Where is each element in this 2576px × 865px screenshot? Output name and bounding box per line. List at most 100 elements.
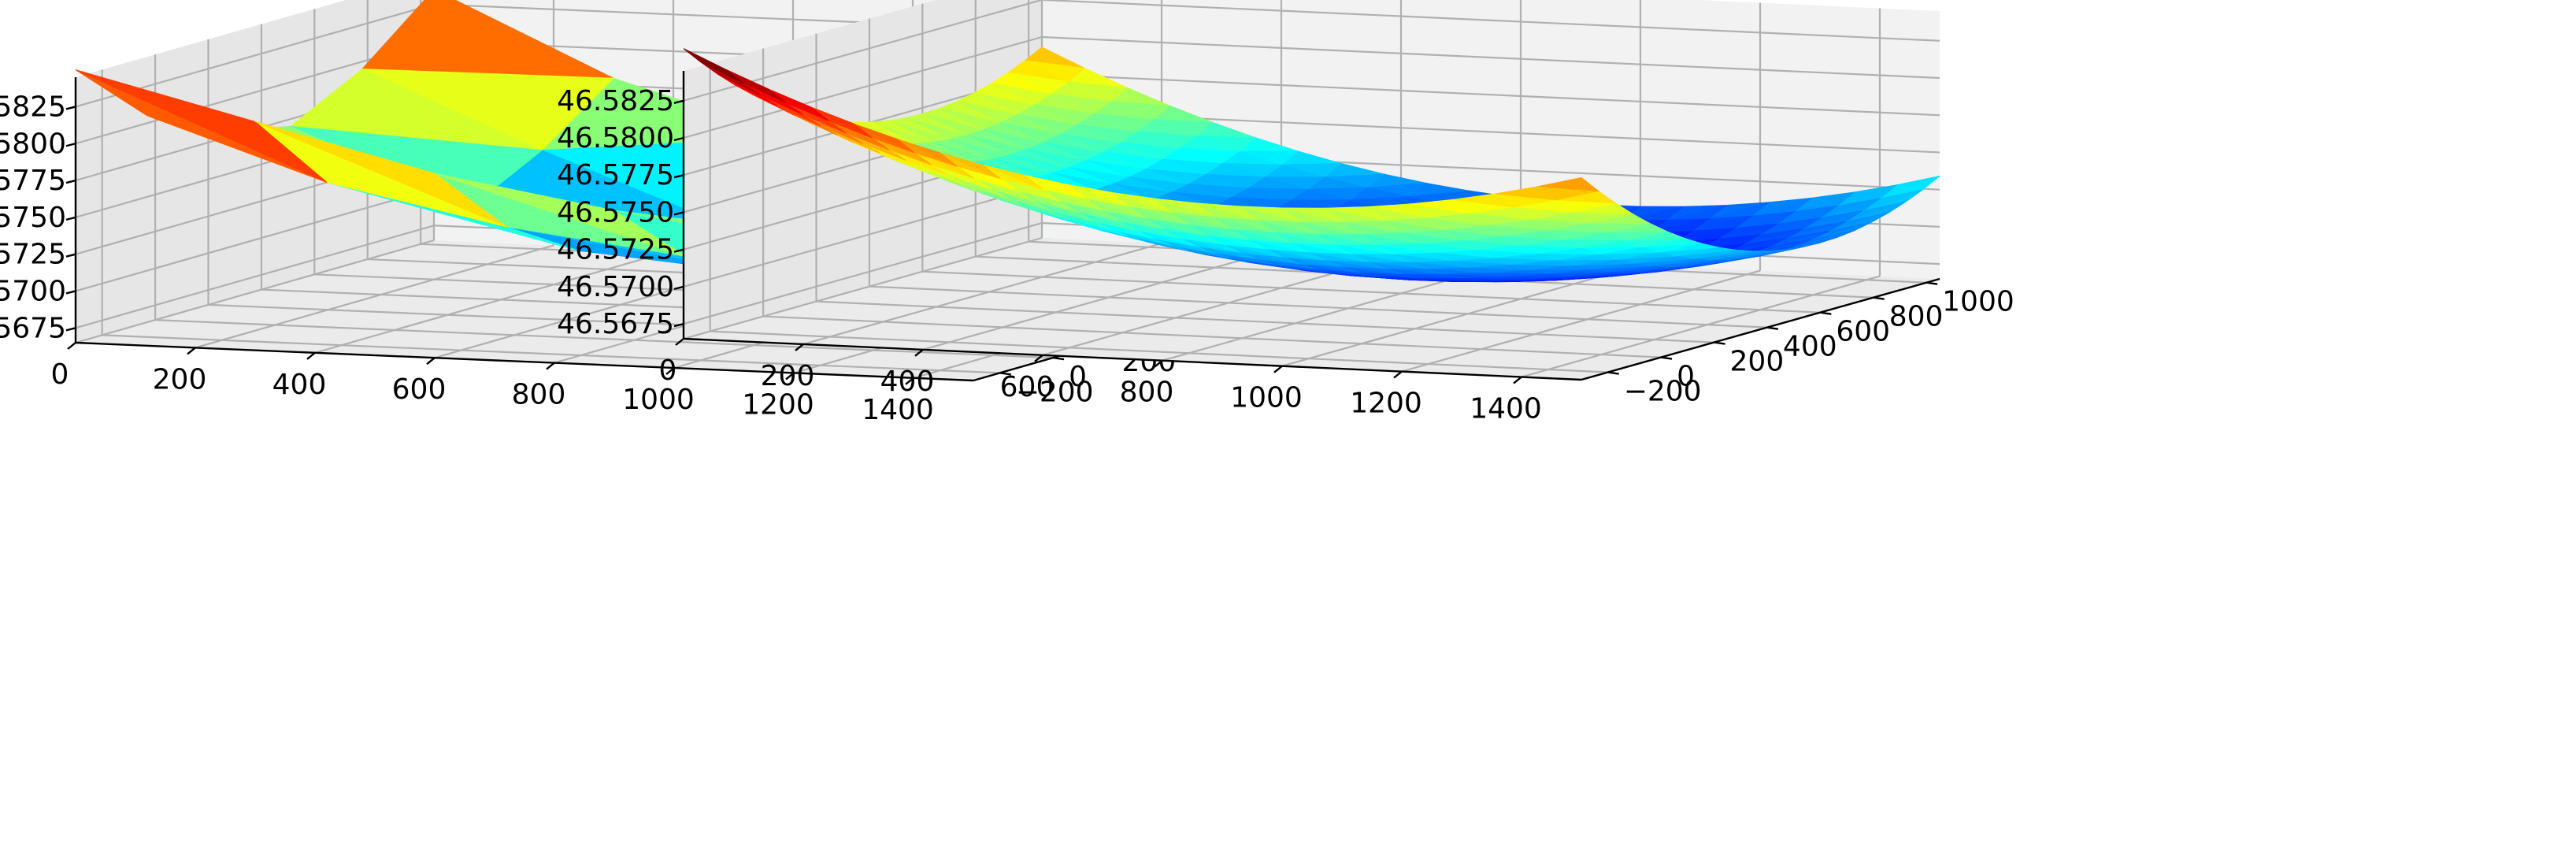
z-tick-mark xyxy=(65,216,76,221)
z-tick-label: 46.5825 xyxy=(557,85,674,117)
z-tick-label: 46.5725 xyxy=(557,234,674,266)
x-tick-mark xyxy=(675,338,684,346)
y-tick-label: 1000 xyxy=(1942,286,2014,318)
surface-facet xyxy=(1196,202,1257,221)
surface-facet xyxy=(1410,199,1472,214)
gridline-z xyxy=(1041,35,1940,80)
y-tick-label: 800 xyxy=(1889,301,1944,333)
z-tick-mark xyxy=(65,290,76,295)
z-tick-mark xyxy=(673,136,684,142)
gridline-y xyxy=(155,319,1054,359)
surface-facet xyxy=(1367,203,1428,218)
gridline-x xyxy=(195,244,554,349)
x-tick-label: 400 xyxy=(272,369,327,401)
x-tick-label: 0 xyxy=(51,358,69,391)
gridline-x xyxy=(683,236,1043,340)
x-tick-label: 400 xyxy=(880,366,935,398)
surface-facet xyxy=(811,106,873,138)
y-tick-label: 400 xyxy=(1783,331,1837,363)
surface-facet xyxy=(1110,191,1172,213)
gridline-z xyxy=(1041,0,1940,42)
x-tick-mark xyxy=(785,372,795,381)
surface-facet xyxy=(940,152,1001,179)
x-tick-label: 1400 xyxy=(862,394,934,426)
x-tick-mark xyxy=(1034,354,1043,362)
gridline-z xyxy=(75,225,435,329)
surface-facet xyxy=(769,88,829,121)
surface-facet xyxy=(1325,206,1385,221)
x-tick-label: 0 xyxy=(659,355,677,387)
z-tick-label: 46.5725 xyxy=(0,239,66,271)
surface xyxy=(683,46,1940,283)
x-tick-label: 800 xyxy=(1120,377,1174,409)
gridline-x xyxy=(922,247,1282,351)
surface-facet xyxy=(1538,176,1600,192)
x-axis-line xyxy=(683,337,1582,381)
y-tick-mark xyxy=(1714,341,1725,345)
gridline-y xyxy=(816,300,1714,343)
surface-facet xyxy=(1496,186,1558,201)
z-tick-label: 46.5675 xyxy=(0,312,66,344)
x-tick-mark xyxy=(546,362,555,370)
z-tick-label: 46.5750 xyxy=(0,202,66,234)
surface-facet xyxy=(1068,184,1129,206)
x-tick-mark xyxy=(306,351,316,360)
gridline-x xyxy=(314,249,674,354)
x-tick-label: 600 xyxy=(1000,371,1054,403)
surface-facet xyxy=(1153,198,1214,217)
gridline-y xyxy=(922,270,1821,314)
x-tick-mark xyxy=(1513,376,1522,384)
gridline-x xyxy=(802,242,1162,345)
x-tick-mark xyxy=(905,377,914,385)
x-tick-mark xyxy=(914,348,924,357)
surface-facet xyxy=(1239,206,1300,222)
y-tick-label: 600 xyxy=(1836,316,1890,348)
y-tick-label: 0 xyxy=(1677,361,1695,393)
x-tick-mark xyxy=(1393,370,1403,379)
z-tick-label: 46.5775 xyxy=(557,159,674,191)
z-tick-mark xyxy=(673,285,684,291)
x-tick-label: 1200 xyxy=(1350,388,1422,420)
y-tick-mark xyxy=(999,372,1011,376)
z-tick-label: 46.5825 xyxy=(0,91,66,123)
y-tick-label: −200 xyxy=(1624,376,1702,408)
z-tick-mark xyxy=(65,106,76,110)
z-tick-label: 46.5700 xyxy=(557,271,674,303)
z-tick-mark xyxy=(673,99,684,104)
left-wall-pane xyxy=(684,0,1042,339)
z-tick-mark xyxy=(673,211,684,216)
y-tick-label: 0 xyxy=(1069,361,1087,393)
z-tick-label: 46.5800 xyxy=(0,128,66,160)
x-tick-mark xyxy=(1154,359,1163,368)
gridline-z xyxy=(75,187,435,292)
surface-facet xyxy=(897,139,958,167)
gridline-x xyxy=(1521,275,1881,378)
z-tick-mark xyxy=(673,322,684,328)
y-axis-line xyxy=(1581,277,1940,381)
y-tick-mark xyxy=(1607,371,1619,375)
x-tick-mark xyxy=(665,367,675,375)
y-tick-mark xyxy=(1873,296,1885,300)
z-tick-label: 46.5675 xyxy=(557,308,674,340)
gridline-x xyxy=(1401,269,1761,373)
gridline-y xyxy=(102,334,1000,374)
surface-facet xyxy=(1281,207,1343,222)
x-tick-mark xyxy=(67,342,76,350)
x-tick-mark xyxy=(1273,365,1283,373)
gridline-z xyxy=(683,222,1043,325)
gridline-x xyxy=(1281,264,1641,367)
gridline-z xyxy=(683,184,1043,288)
z-tick-label: 46.5800 xyxy=(557,122,674,154)
gridline-x xyxy=(75,239,435,344)
z-tick-label: 46.5775 xyxy=(0,165,66,197)
y-tick-label: 200 xyxy=(1730,346,1785,378)
surface-facet xyxy=(75,69,328,183)
z-tick-mark xyxy=(65,327,76,332)
x-tick-label: 1000 xyxy=(622,384,695,416)
y-tick-mark xyxy=(1820,311,1832,315)
x-tick-label: 1400 xyxy=(1470,393,1542,425)
z-tick-label: 46.5750 xyxy=(557,196,674,228)
surface-facet xyxy=(982,164,1043,190)
